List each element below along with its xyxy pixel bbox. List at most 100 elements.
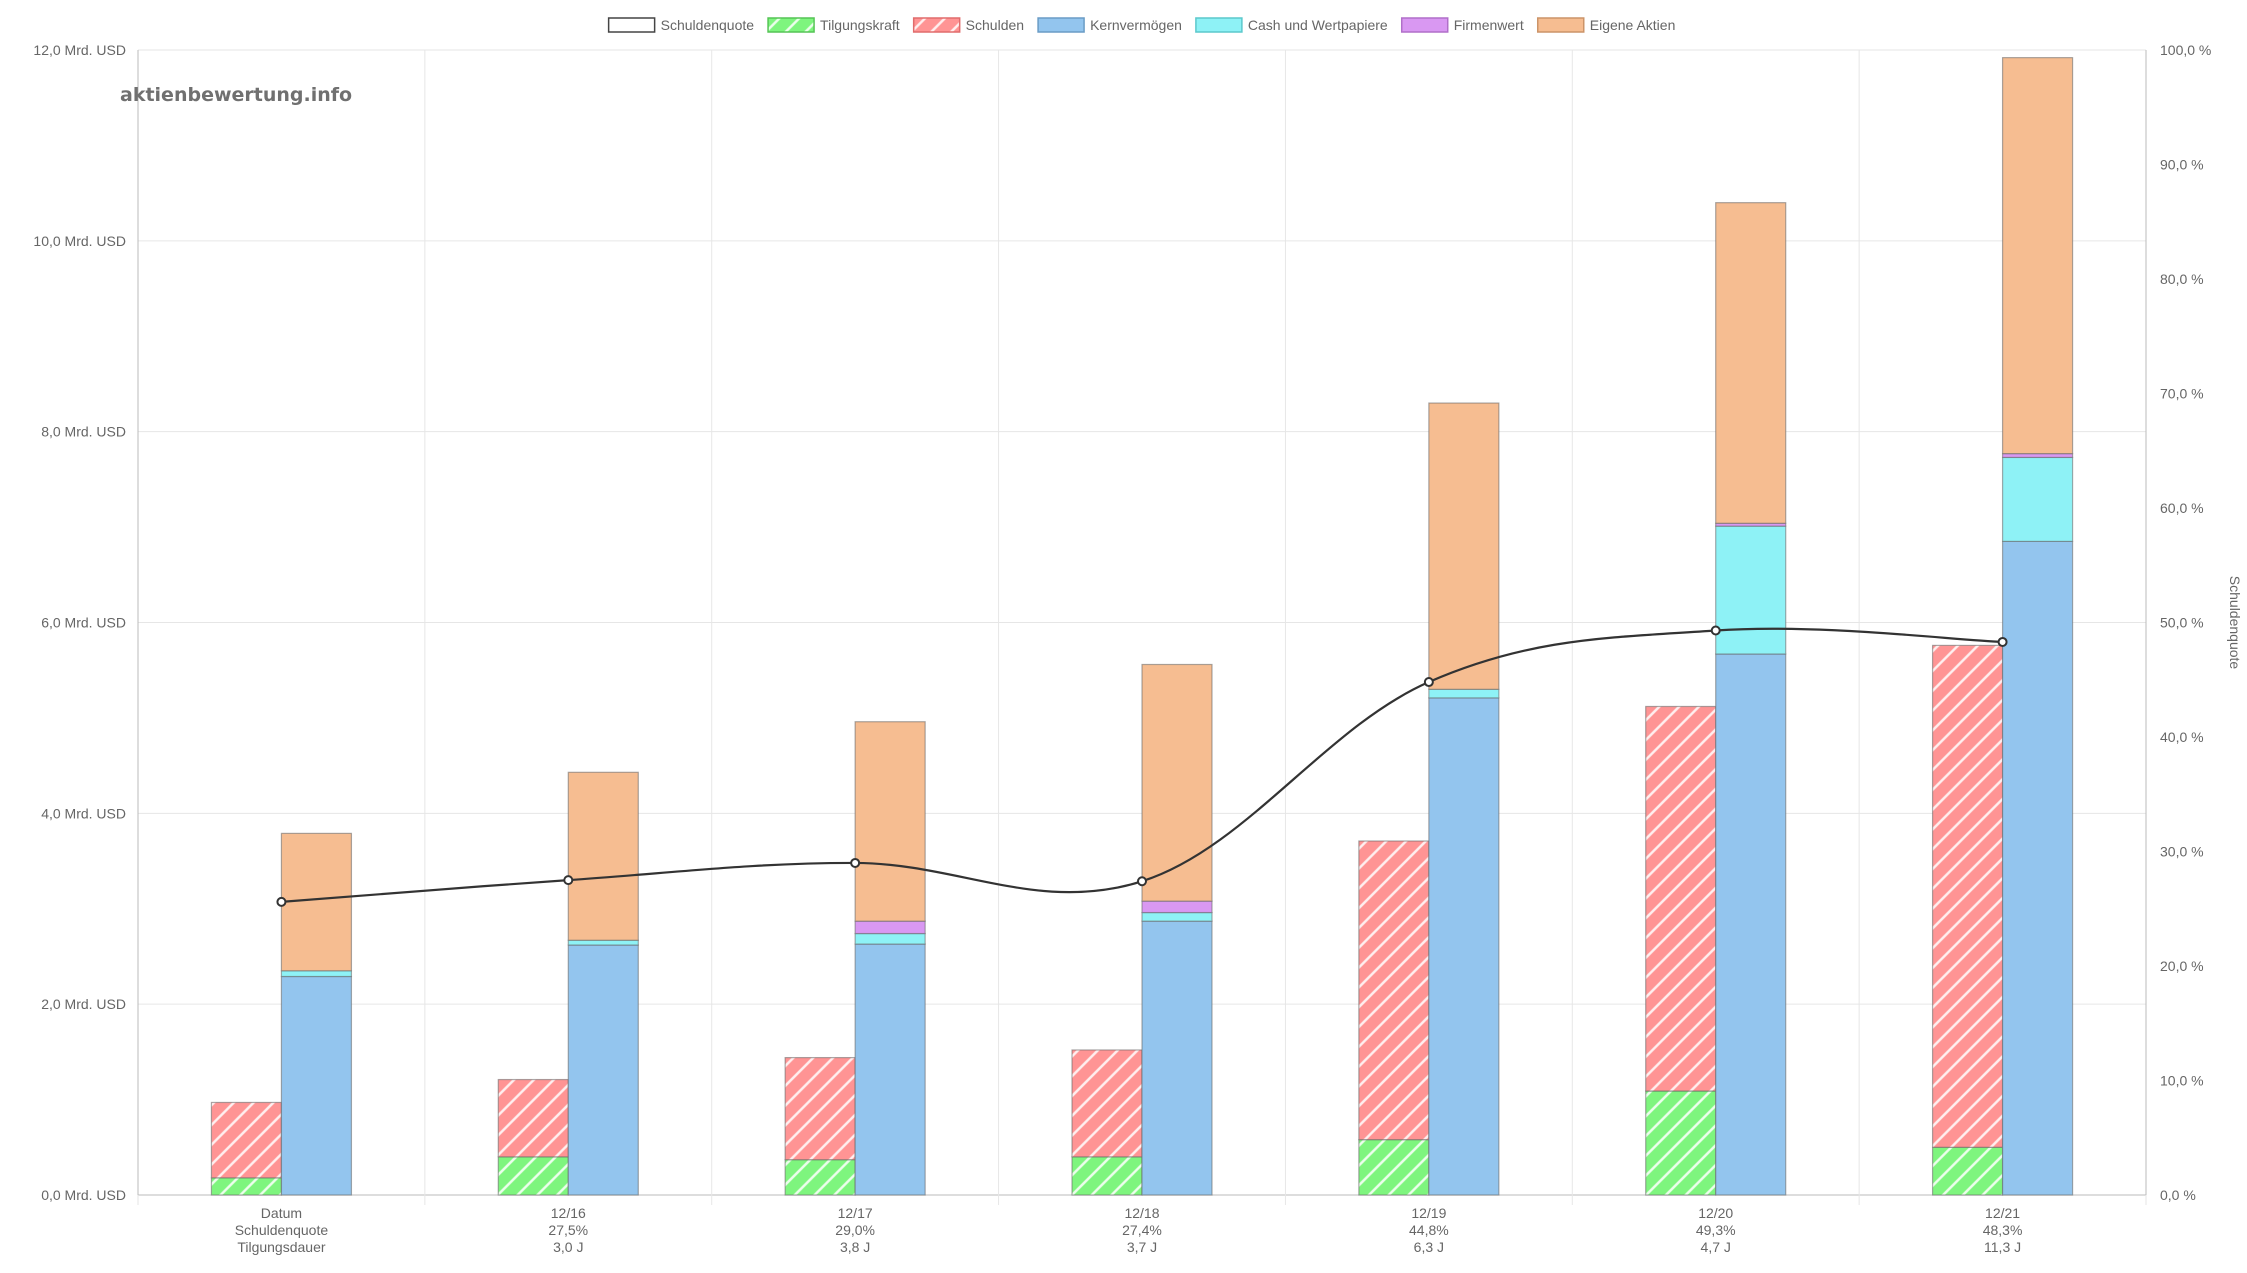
line-series bbox=[276, 625, 2008, 907]
right-stack-eigene-aktien-bar bbox=[1715, 202, 1787, 524]
x-tick-label: 12/17 bbox=[838, 1205, 873, 1221]
left-stack-tilgungskraft-bar bbox=[784, 1159, 856, 1196]
y-right-tick-label: 80,0 % bbox=[2160, 271, 2204, 287]
left-stack-tilgungskraft-bar bbox=[1358, 1139, 1430, 1196]
x-tick-label: 12/19 bbox=[1411, 1205, 1446, 1221]
right-stack-firmenwert-bar bbox=[854, 920, 926, 935]
schuldenquote-point bbox=[1137, 876, 1147, 887]
left-stack-tilgungskraft-bar bbox=[210, 1177, 283, 1196]
legend[interactable]: Schuldenquote Tilgungskraft Schulden Kernve… bbox=[607, 17, 1676, 33]
y-right-tick-label: 20,0 % bbox=[2160, 958, 2204, 974]
left-stack-schulden-bar bbox=[210, 1101, 283, 1179]
legend-label: Schuldenquote bbox=[661, 17, 755, 33]
legend-item-tilgungskraft[interactable]: Tilgungskraft bbox=[767, 17, 900, 33]
x-tick-label: 11,3 J bbox=[1984, 1239, 2021, 1255]
left-stack-schulden-bar bbox=[784, 1056, 856, 1161]
y-left-tick-label: 4,0 Mrd. USD bbox=[41, 805, 126, 821]
y-left-tick-label: 6,0 Mrd. USD bbox=[41, 615, 126, 631]
x-tick-label: 12/20 bbox=[1698, 1205, 1733, 1221]
schuldenquote-point bbox=[1997, 636, 2008, 647]
legend-item-kernvermoegen[interactable]: Kernvermögen bbox=[1037, 17, 1182, 33]
schuldenquote-point bbox=[563, 875, 574, 886]
axes: 0,0 Mrd. USD 2,0 Mrd. USD 4,0 Mrd. USD 6,0 … bbox=[33, 42, 2243, 1255]
right-stack-eigene-aktien-bar bbox=[1428, 402, 1500, 690]
schuldenquote-point bbox=[850, 857, 861, 868]
legend-label: Kernvermögen bbox=[1090, 17, 1182, 33]
left-stack-schulden-bar bbox=[1645, 705, 1717, 1092]
schuldenquote-point bbox=[276, 896, 287, 907]
right-stack-cash-und-wertpapiere-bar bbox=[854, 932, 926, 945]
x-tick-label: 12/18 bbox=[1124, 1205, 1159, 1221]
left-stack-schulden-bar bbox=[497, 1078, 569, 1158]
right-stack-eigene-aktien-bar bbox=[854, 721, 926, 922]
right-stack-kernvermoegen-bar bbox=[1428, 697, 1500, 1196]
left-stack-tilgungskraft-bar bbox=[1071, 1156, 1143, 1196]
x-tick-label: 44,8% bbox=[1409, 1222, 1449, 1238]
x-tick-label: 6,3 J bbox=[1414, 1239, 1444, 1255]
left-stack-tilgungskraft-bar bbox=[1645, 1090, 1717, 1196]
legend-item-cash-und-wertpapiere[interactable]: Cash und Wertpapiere bbox=[1195, 17, 1388, 33]
right-stack-eigene-aktien-bar bbox=[567, 771, 639, 941]
y-right-tick-label: 50,0 % bbox=[2160, 615, 2204, 631]
legend-swatch bbox=[912, 17, 961, 33]
x-tick-label: 3,8 J bbox=[840, 1239, 870, 1255]
right-stack-eigene-aktien-bar bbox=[2001, 57, 2074, 455]
right-stack-kernvermoegen-bar bbox=[567, 944, 639, 1196]
y-right-tick-label: 60,0 % bbox=[2160, 500, 2204, 516]
schuldenquote-point bbox=[1423, 677, 1434, 688]
legend-item-eigene-aktien[interactable]: Eigene Aktien bbox=[1536, 17, 1676, 33]
x-tick-label: Tilgungsdauer bbox=[237, 1239, 326, 1255]
legend-swatch bbox=[1536, 17, 1585, 33]
legend-item-firmenwert[interactable]: Firmenwert bbox=[1400, 17, 1524, 33]
y-right-tick-label: 10,0 % bbox=[2160, 1073, 2204, 1089]
left-stack-tilgungskraft-bar bbox=[1931, 1146, 2004, 1196]
y-right-tick-label: 100,0 % bbox=[2160, 42, 2211, 58]
y-left-tick-label: 10,0 Mrd. USD bbox=[33, 233, 126, 249]
left-stack-tilgungskraft-bar bbox=[497, 1156, 569, 1196]
legend-swatch bbox=[767, 17, 815, 33]
legend-swatch bbox=[1195, 17, 1243, 33]
x-tick-label: 48,3% bbox=[1983, 1222, 2023, 1238]
right-stack-cash-und-wertpapiere-bar bbox=[1428, 688, 1500, 699]
x-tick-label: 49,3% bbox=[1696, 1222, 1736, 1238]
y-right-tick-label: 40,0 % bbox=[2160, 729, 2204, 745]
legend-label: Eigene Aktien bbox=[1590, 17, 1676, 33]
legend-item-schulden[interactable]: Schulden bbox=[912, 17, 1024, 33]
right-stack-firmenwert-bar bbox=[1141, 900, 1213, 914]
legend-label: Tilgungskraft bbox=[820, 17, 900, 33]
grid bbox=[137, 49, 2147, 1205]
right-stack-cash-und-wertpapiere-bar bbox=[2001, 456, 2074, 542]
x-tick-label: 27,5% bbox=[548, 1222, 588, 1238]
y-right-tick-label: 70,0 % bbox=[2160, 386, 2204, 402]
left-stack-schulden-bar bbox=[1071, 1049, 1143, 1158]
right-stack-cash-und-wertpapiere-bar bbox=[1141, 911, 1213, 922]
y-right-tick-label: 0,0 % bbox=[2160, 1187, 2196, 1203]
legend-swatch bbox=[1400, 17, 1449, 33]
y-left-tick-label: 12,0 Mrd. USD bbox=[33, 42, 126, 58]
y-left-tick-label: 2,0 Mrd. USD bbox=[41, 996, 126, 1012]
x-tick-label: 3,7 J bbox=[1127, 1239, 1157, 1255]
x-tick-label: 4,7 J bbox=[1701, 1239, 1731, 1255]
y-left-tick-label: 0,0 Mrd. USD bbox=[41, 1187, 126, 1203]
bar-series bbox=[210, 57, 2074, 1196]
right-stack-cash-und-wertpapiere-bar bbox=[567, 939, 639, 946]
right-stack-cash-und-wertpapiere-bar bbox=[280, 970, 353, 978]
y-right-tick-label: 30,0 % bbox=[2160, 844, 2204, 860]
x-tick-label: 29,0% bbox=[835, 1222, 875, 1238]
legend-item-schuldenquote[interactable]: Schuldenquote bbox=[607, 17, 755, 33]
legend-swatch bbox=[1037, 17, 1085, 33]
legend-label: Firmenwert bbox=[1454, 17, 1524, 33]
schuldenquote-point bbox=[1710, 625, 1721, 636]
right-stack-kernvermoegen-bar bbox=[2001, 540, 2074, 1196]
right-stack-kernvermoegen-bar bbox=[1141, 920, 1213, 1196]
x-tick-label: 27,4% bbox=[1122, 1222, 1162, 1238]
legend-label: Cash und Wertpapiere bbox=[1248, 17, 1388, 33]
right-stack-cash-und-wertpapiere-bar bbox=[1715, 525, 1787, 655]
x-tick-label: Datum bbox=[261, 1205, 302, 1221]
y-right-tick-label: 90,0 % bbox=[2160, 157, 2204, 173]
right-stack-eigene-aktien-bar bbox=[1141, 663, 1213, 902]
x-tick-label: Schuldenquote bbox=[235, 1222, 329, 1238]
right-stack-kernvermoegen-bar bbox=[1715, 653, 1787, 1196]
y-left-tick-label: 8,0 Mrd. USD bbox=[41, 424, 126, 440]
